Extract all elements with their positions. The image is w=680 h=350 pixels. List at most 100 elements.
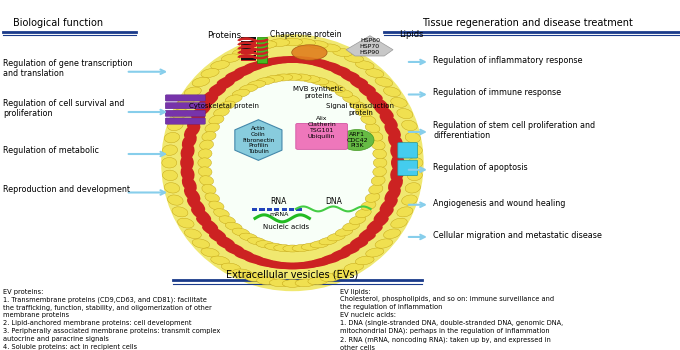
Ellipse shape <box>269 39 290 47</box>
Ellipse shape <box>388 133 403 149</box>
Ellipse shape <box>397 207 413 217</box>
Ellipse shape <box>384 229 401 239</box>
Ellipse shape <box>274 74 292 81</box>
Ellipse shape <box>181 165 194 182</box>
Ellipse shape <box>292 245 311 252</box>
Ellipse shape <box>299 260 330 268</box>
Ellipse shape <box>265 56 298 64</box>
Ellipse shape <box>163 145 177 155</box>
Ellipse shape <box>390 165 404 182</box>
FancyBboxPatch shape <box>259 208 265 211</box>
Text: mRNA: mRNA <box>269 212 288 217</box>
FancyBboxPatch shape <box>241 44 256 46</box>
FancyBboxPatch shape <box>241 41 256 42</box>
Ellipse shape <box>192 239 209 248</box>
Text: Actin
Coiln
Fibronectin
Profilin
Tubulin: Actin Coiln Fibronectin Profilin Tubulin <box>242 126 275 154</box>
Text: DNA: DNA <box>325 197 341 206</box>
Ellipse shape <box>391 97 407 107</box>
Ellipse shape <box>202 225 226 238</box>
Ellipse shape <box>225 222 242 231</box>
Text: EV proteins:
1. Transmembrane proteins (CD9,CD63, and CD81): facilitate
the traf: EV proteins: 1. Transmembrane proteins (… <box>3 289 220 350</box>
Ellipse shape <box>184 229 201 239</box>
Ellipse shape <box>343 95 360 103</box>
Ellipse shape <box>163 170 177 181</box>
Ellipse shape <box>320 252 350 262</box>
Text: EV lipids:
Cholesterol, phospholipids, and so on: immune surveillance and
the re: EV lipids: Cholesterol, phospholipids, a… <box>340 289 563 350</box>
Ellipse shape <box>182 176 197 193</box>
Ellipse shape <box>167 195 183 205</box>
Ellipse shape <box>335 89 353 97</box>
Text: HSP60
HSP70
HSP90: HSP60 HSP70 HSP90 <box>360 38 380 55</box>
Ellipse shape <box>282 38 303 46</box>
Ellipse shape <box>184 187 201 203</box>
FancyBboxPatch shape <box>241 58 256 60</box>
FancyBboxPatch shape <box>241 48 256 49</box>
Ellipse shape <box>282 280 303 287</box>
FancyBboxPatch shape <box>241 42 256 44</box>
Ellipse shape <box>320 44 341 52</box>
Ellipse shape <box>358 87 383 100</box>
Ellipse shape <box>333 269 352 277</box>
Ellipse shape <box>239 233 258 241</box>
Ellipse shape <box>274 245 292 252</box>
Ellipse shape <box>402 120 418 131</box>
Ellipse shape <box>191 207 211 222</box>
Ellipse shape <box>327 233 345 241</box>
Text: Nucleic acids: Nucleic acids <box>262 224 309 230</box>
Ellipse shape <box>225 95 242 103</box>
Ellipse shape <box>244 274 265 282</box>
FancyBboxPatch shape <box>165 110 205 117</box>
Text: Regulation of cell survival and
proliferation: Regulation of cell survival and prolifer… <box>3 99 124 118</box>
Ellipse shape <box>177 97 194 107</box>
Ellipse shape <box>217 240 244 252</box>
Ellipse shape <box>162 158 177 168</box>
Ellipse shape <box>180 154 194 171</box>
Ellipse shape <box>199 149 212 159</box>
Ellipse shape <box>309 60 341 69</box>
Ellipse shape <box>391 154 405 171</box>
Ellipse shape <box>161 34 424 291</box>
FancyBboxPatch shape <box>241 38 256 40</box>
Ellipse shape <box>292 74 311 81</box>
Ellipse shape <box>295 39 316 47</box>
Ellipse shape <box>232 228 250 236</box>
Ellipse shape <box>265 243 284 250</box>
Ellipse shape <box>200 140 214 150</box>
Ellipse shape <box>187 197 205 212</box>
Ellipse shape <box>192 77 209 87</box>
Ellipse shape <box>269 279 290 287</box>
Ellipse shape <box>214 209 229 218</box>
Ellipse shape <box>209 80 235 92</box>
Ellipse shape <box>191 104 211 119</box>
Ellipse shape <box>379 197 398 212</box>
Ellipse shape <box>198 158 211 168</box>
Ellipse shape <box>202 87 226 100</box>
Ellipse shape <box>187 113 205 128</box>
Ellipse shape <box>235 252 265 262</box>
Ellipse shape <box>214 108 229 117</box>
Ellipse shape <box>248 80 266 88</box>
Ellipse shape <box>257 277 277 285</box>
Ellipse shape <box>356 108 371 117</box>
Text: Cytoskeletal protein: Cytoskeletal protein <box>190 103 259 109</box>
Ellipse shape <box>350 233 376 246</box>
Ellipse shape <box>211 256 229 265</box>
Ellipse shape <box>201 248 219 257</box>
Ellipse shape <box>202 184 216 194</box>
Ellipse shape <box>211 61 229 69</box>
Ellipse shape <box>184 87 201 97</box>
Text: Extracellular vesicles (EVs): Extracellular vesicles (EVs) <box>226 270 358 280</box>
Ellipse shape <box>350 101 366 110</box>
Ellipse shape <box>361 201 376 210</box>
Ellipse shape <box>181 144 194 160</box>
FancyBboxPatch shape <box>398 143 418 158</box>
Ellipse shape <box>295 279 316 287</box>
Ellipse shape <box>340 130 374 150</box>
FancyBboxPatch shape <box>267 208 272 211</box>
Ellipse shape <box>276 56 309 63</box>
Text: Reproduction and development: Reproduction and development <box>3 184 131 194</box>
Text: ARF1
CDC42
PI3K: ARF1 CDC42 PI3K <box>346 132 368 148</box>
Ellipse shape <box>235 64 265 73</box>
Ellipse shape <box>165 132 180 143</box>
Text: Regulation of immune response: Regulation of immune response <box>433 88 561 97</box>
